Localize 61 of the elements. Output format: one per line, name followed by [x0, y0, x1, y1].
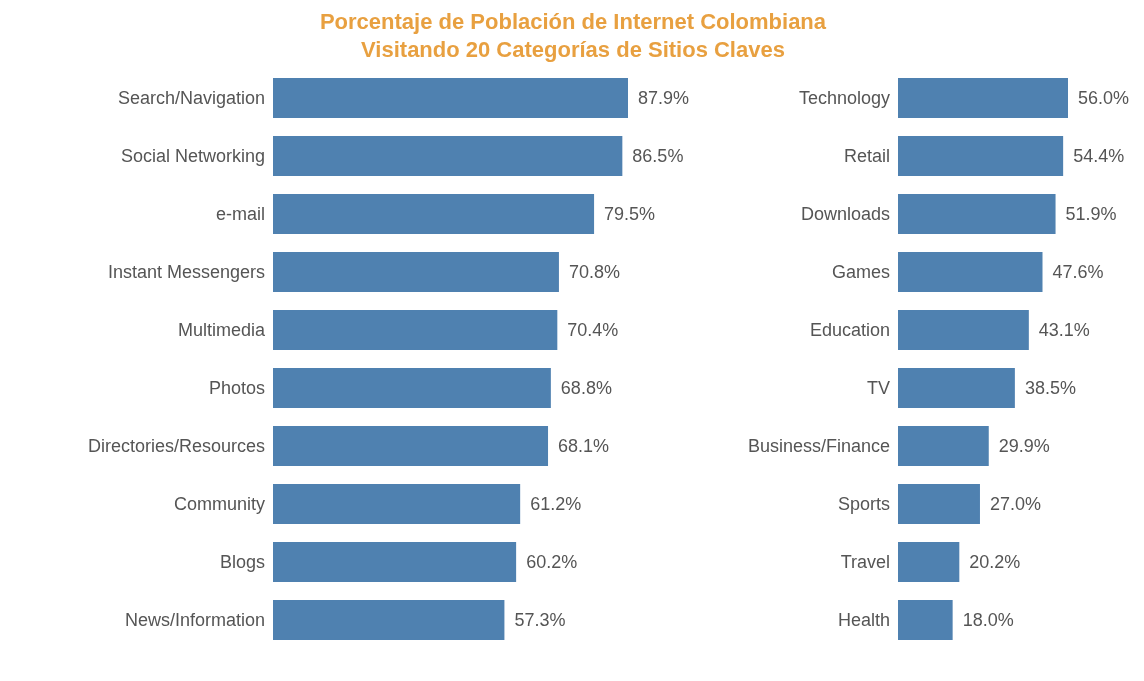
bar [273, 136, 623, 176]
bar [898, 78, 1068, 118]
y-tick-label: Technology [798, 88, 890, 109]
bar [273, 368, 551, 408]
bar [898, 368, 1015, 408]
bar [898, 310, 1029, 350]
y-tick-label: Social Networking [120, 146, 265, 167]
y-tick-label: Blogs [219, 552, 265, 573]
bar [273, 542, 517, 582]
data-label: 47.6% [1052, 262, 1104, 283]
bar [273, 194, 595, 234]
data-label: 51.9% [1065, 204, 1117, 225]
chart-title: Porcentaje de Población de Internet Colombiana Visitando 20 Categorías de Sitios Claves [318, 8, 828, 64]
bar [898, 252, 1043, 292]
data-label: 86.5% [632, 146, 684, 167]
data-label: 18.0% [962, 610, 1014, 631]
y-tick-label: Instant Messengers [107, 262, 265, 283]
data-label: 60.2% [526, 552, 578, 573]
data-label: 87.9% [638, 88, 690, 109]
y-tick-label: Directories/Resources [87, 436, 265, 457]
data-label: 27.0% [989, 494, 1042, 515]
y-tick-label: Games [831, 262, 890, 283]
data-label: 20.2% [969, 552, 1021, 573]
data-label: 70.8% [568, 262, 620, 283]
data-label: 61.2% [530, 494, 582, 515]
data-label: 68.8% [560, 378, 612, 399]
bar [898, 426, 989, 466]
y-tick-label: News/Information [124, 610, 265, 631]
data-label: 70.4% [567, 320, 619, 341]
y-tick-label: Sports [837, 494, 890, 515]
y-tick-label: Health [837, 610, 890, 631]
bar [898, 542, 960, 582]
y-tick-label: e-mail [215, 204, 265, 225]
y-tick-label: Downloads [800, 204, 890, 225]
y-tick-label: Retail [843, 146, 890, 167]
y-tick-label: Travel [840, 552, 890, 573]
y-tick-label: Education [809, 320, 890, 341]
data-label: 79.5% [604, 204, 656, 225]
data-label: 38.5% [1024, 378, 1076, 399]
data-label: 57.3% [514, 610, 566, 631]
bar [898, 600, 953, 640]
data-label: 68.1% [558, 436, 610, 457]
bar [273, 484, 521, 524]
bar [273, 600, 505, 640]
y-tick-label: Photos [208, 378, 265, 399]
data-label: 43.1% [1038, 320, 1090, 341]
bar [898, 136, 1064, 176]
data-label: 29.9% [998, 436, 1050, 457]
bar [273, 310, 558, 350]
y-tick-label: Community [173, 494, 265, 515]
y-tick-label: Search/Navigation [117, 88, 265, 109]
y-tick-label: Business/Finance [747, 436, 890, 457]
bar [898, 194, 1056, 234]
data-label: 54.4% [1073, 146, 1125, 167]
bar [273, 78, 628, 118]
bar [898, 484, 980, 524]
y-tick-label: TV [866, 378, 890, 399]
data-label: 56.0% [1078, 88, 1130, 109]
bar [273, 426, 549, 466]
y-tick-label: Multimedia [177, 320, 266, 341]
bar [273, 252, 559, 292]
